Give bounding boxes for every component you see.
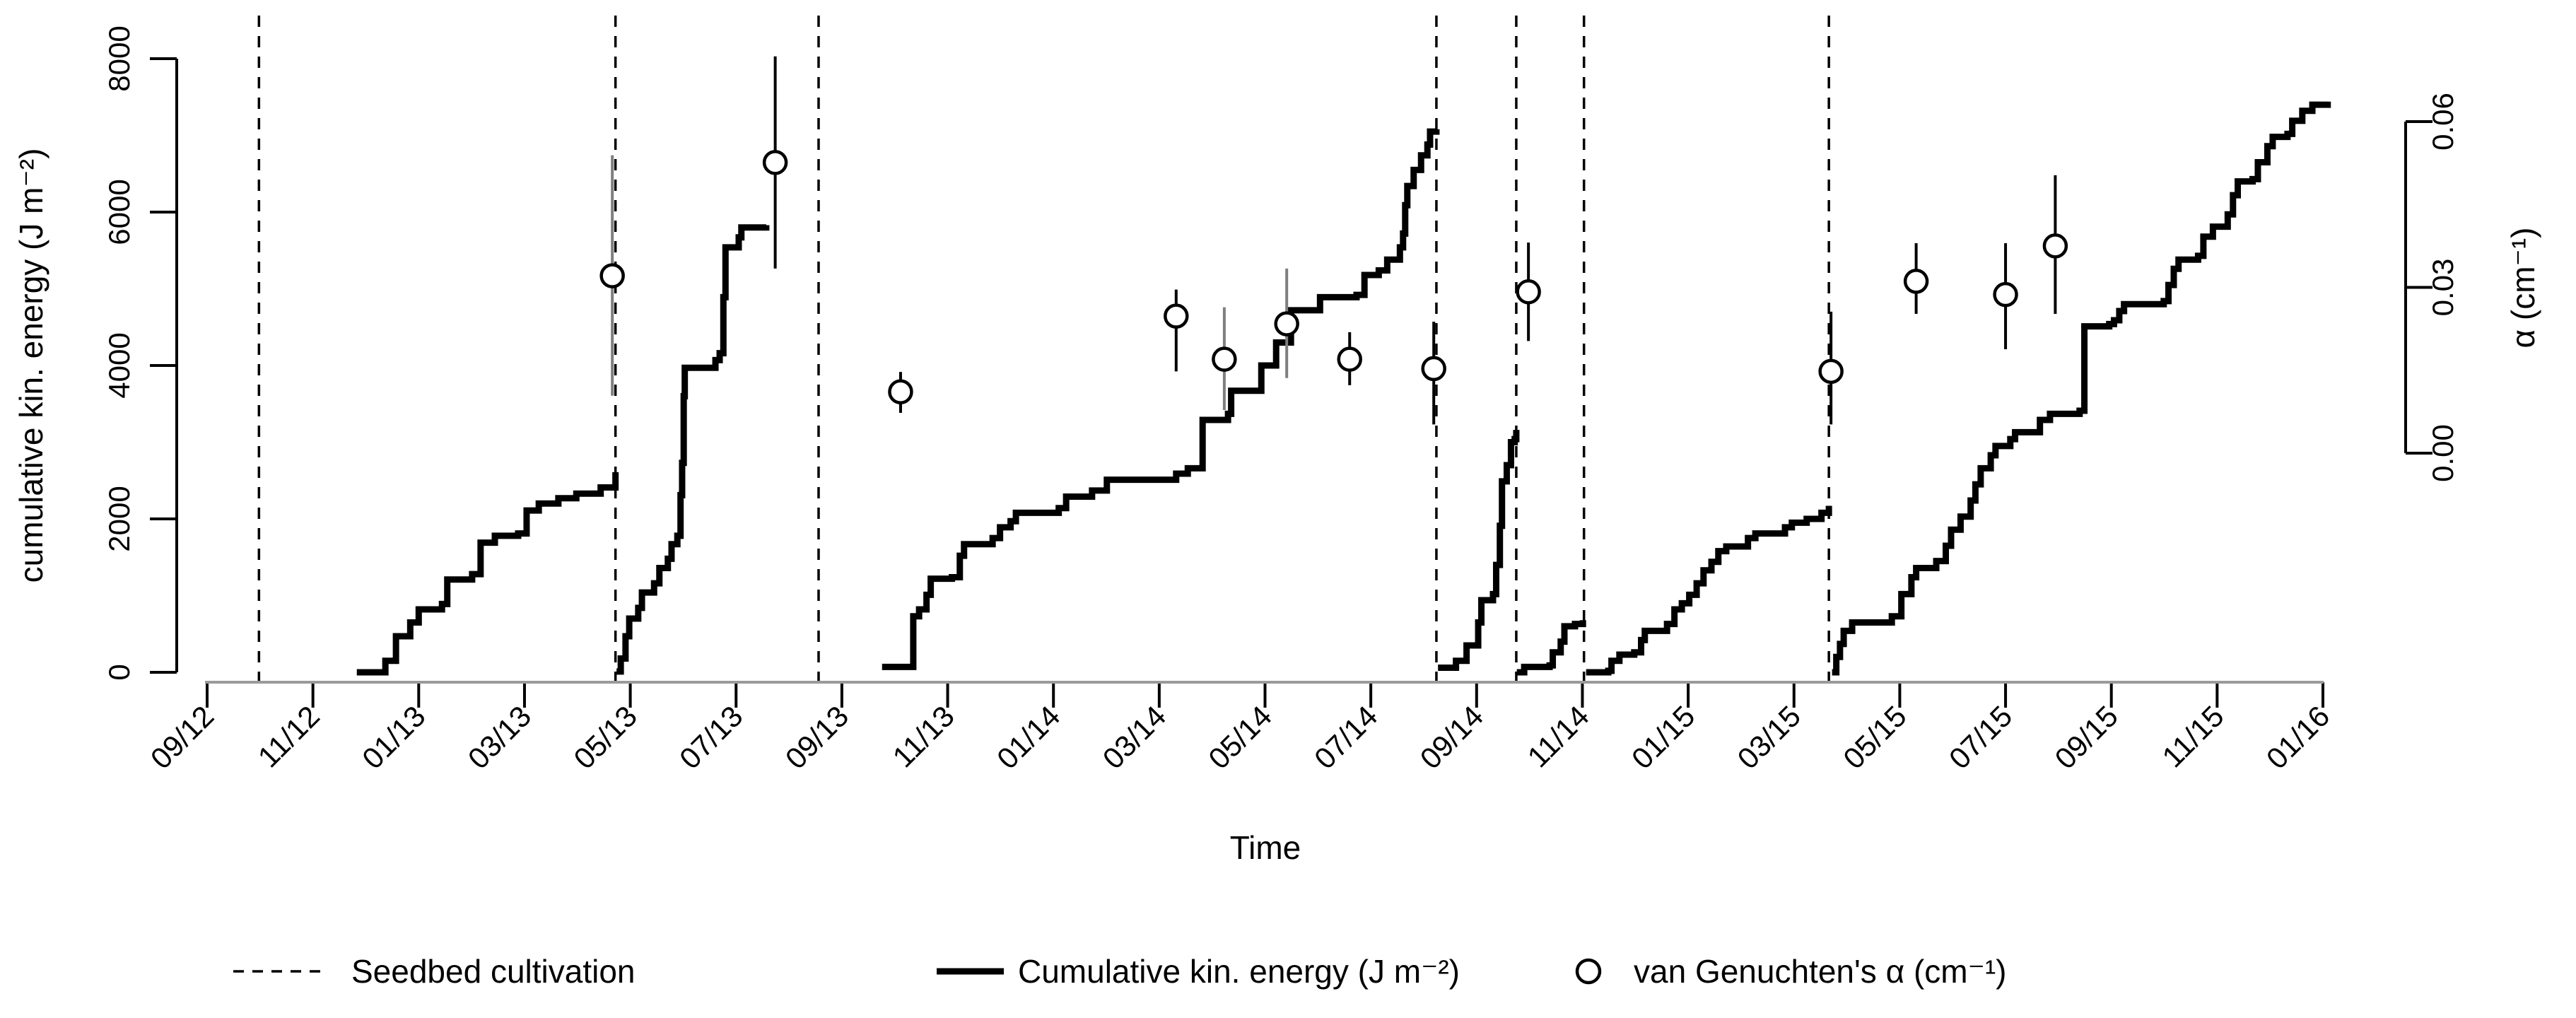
x-tick-label: 03/14 bbox=[1096, 699, 1173, 776]
right-axis-title: α (cm⁻¹) bbox=[2505, 228, 2541, 349]
alpha-point-circle bbox=[1903, 269, 1929, 294]
energy-curve-season-2012-13a bbox=[356, 472, 619, 676]
x-tick-label: 01/16 bbox=[2260, 699, 2336, 776]
alpha-point-circle bbox=[1421, 356, 1446, 382]
x-tick-label: 11/15 bbox=[2155, 699, 2230, 773]
seedbed-cultivation-lines bbox=[257, 16, 1830, 682]
alpha-point-circle bbox=[1164, 303, 1189, 329]
x-tick-label: 03/13 bbox=[462, 699, 538, 776]
legend-seedbed-label: Seedbed cultivation bbox=[351, 953, 636, 990]
x-tick-label: 11/14 bbox=[1521, 699, 1595, 773]
legend-item-energy: Cumulative kin. energy (J m⁻²) bbox=[937, 953, 1460, 990]
x-tick-label: 01/14 bbox=[990, 699, 1067, 776]
x-tick-label: 09/12 bbox=[144, 699, 221, 776]
x-tick-label: 09/15 bbox=[2049, 699, 2125, 776]
left-axis-title: cumulative kin. energy (J m⁻²) bbox=[13, 148, 49, 583]
right-tick-label: 0.06 bbox=[2426, 93, 2459, 151]
left-tick-label: 2000 bbox=[103, 486, 136, 551]
alpha-point-circle bbox=[1818, 358, 1844, 385]
right-tick-label: 0.03 bbox=[2426, 259, 2459, 317]
left-tick-label: 4000 bbox=[103, 332, 136, 398]
energy-curve-season-2014a bbox=[1438, 430, 1520, 671]
alpha-point-circle bbox=[1516, 279, 1541, 305]
alpha-point-circle bbox=[1274, 311, 1299, 337]
left-tick-label: 8000 bbox=[103, 25, 136, 91]
x-tick-label: 07/14 bbox=[1308, 699, 1384, 776]
alpha-point-circle bbox=[1337, 346, 1362, 372]
legend-item-alpha: van Genuchten's α (cm⁻¹) bbox=[1575, 953, 2007, 990]
right-tick-label: 0.00 bbox=[2426, 424, 2459, 482]
cumulative-energy-curves bbox=[356, 101, 2331, 676]
x-tick-label: 03/15 bbox=[1731, 699, 1808, 776]
x-tick-label: 07/15 bbox=[1943, 699, 2019, 776]
x-tick-label: 05/14 bbox=[1202, 699, 1278, 776]
x-tick-label: 11/12 bbox=[252, 699, 326, 773]
legend-energy-label: Cumulative kin. energy (J m⁻²) bbox=[1018, 953, 1460, 990]
right-axis-ticks: 0.00 0.03 0.06 bbox=[2406, 93, 2459, 482]
energy-curve-season-2014b bbox=[1516, 620, 1586, 676]
legend-alpha-label: van Genuchten's α (cm⁻¹) bbox=[1634, 953, 2007, 990]
alpha-point-circle bbox=[1212, 346, 1237, 372]
energy-curve-season-2013a bbox=[616, 224, 770, 675]
x-tick-label: 09/14 bbox=[1414, 699, 1490, 776]
alpha-point-circle bbox=[888, 379, 913, 404]
x-axis-ticks: 09/12 11/12 01/13 03/13 05/13 07/13 09/13 11/13… bbox=[144, 682, 2336, 776]
alpha-point-circle bbox=[599, 263, 625, 288]
x-tick-label: 09/13 bbox=[779, 699, 855, 776]
x-tick-label: 01/15 bbox=[1625, 699, 1702, 776]
x-tick-label: 05/15 bbox=[1837, 699, 1913, 776]
alpha-point-circle bbox=[762, 150, 788, 175]
energy-curve-season-2013-14 bbox=[882, 128, 1440, 670]
alpha-point-circle bbox=[2042, 233, 2068, 259]
x-tick-label: 07/13 bbox=[673, 699, 749, 776]
x-tick-label: 11/13 bbox=[886, 699, 961, 773]
x-tick-label: 01/13 bbox=[356, 699, 432, 776]
open-circle-swatch-icon bbox=[1575, 958, 1602, 985]
left-tick-label: 6000 bbox=[103, 179, 136, 245]
energy-curve-season-2014-15 bbox=[1586, 505, 1832, 676]
energy-curve-season-2015-16 bbox=[1832, 101, 2331, 676]
left-axis-ticks: 0 2000 4000 6000 8000 bbox=[103, 25, 177, 681]
legend-item-seedbed: Seedbed cultivation bbox=[233, 953, 636, 990]
legend: Seedbed cultivation Cumulative kin. ener… bbox=[233, 953, 2007, 990]
van-genuchten-alpha-points bbox=[599, 56, 2068, 425]
alpha-point-circle bbox=[1993, 281, 2018, 308]
x-axis-title: Time bbox=[1230, 829, 1301, 866]
left-tick-label: 0 bbox=[103, 664, 136, 680]
x-tick-label: 05/13 bbox=[567, 699, 643, 776]
